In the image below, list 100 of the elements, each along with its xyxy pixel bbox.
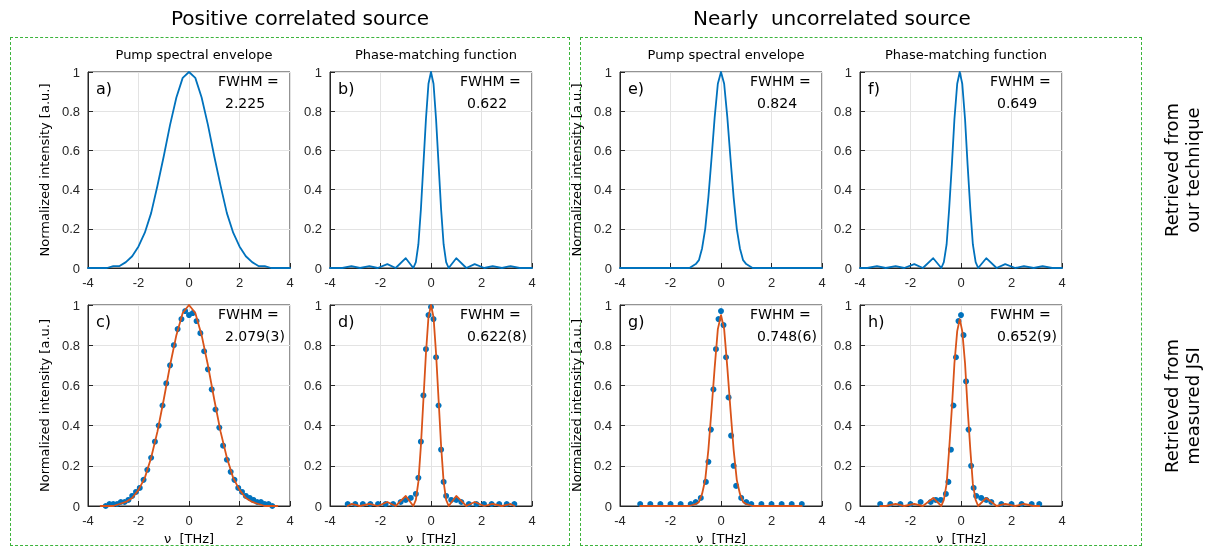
x-tick-label: -4 xyxy=(82,275,94,290)
y-tick-label: 0.6 xyxy=(61,377,80,393)
y-tick-label: 0.8 xyxy=(593,103,612,119)
y-tick-label: 0 xyxy=(844,498,852,514)
x-tick-label: 4 xyxy=(528,513,536,528)
annotation: 0.652(9) xyxy=(997,328,1057,344)
annotation: FWHM = xyxy=(990,306,1051,322)
annotation: FWHM = xyxy=(460,73,521,89)
y-tick-label: 0.8 xyxy=(833,337,852,353)
y-tick-label: 1 xyxy=(604,297,612,313)
text: Nearly uncorrelated source xyxy=(693,6,971,30)
y-tick-label: 0 xyxy=(314,498,322,514)
y-tick-label: 0 xyxy=(72,498,80,514)
x-tick-label: 0 xyxy=(427,513,435,528)
x-tick-label: -4 xyxy=(614,513,626,528)
x-axis-title: ν [THz] xyxy=(163,530,215,546)
annotation: b) xyxy=(338,78,355,98)
y-axis-title: Normalized intensity [a.u.] xyxy=(569,319,585,492)
x-tick-label: 2 xyxy=(235,275,244,290)
annotation: 0.748(6) xyxy=(757,328,817,344)
y-tick-label: 0.2 xyxy=(833,221,852,237)
x-tick-label: -2 xyxy=(132,275,145,290)
chart-title: Phase-matching function xyxy=(885,47,1047,62)
y-tick-label: 0.2 xyxy=(303,458,322,474)
y-tick-label: 0.2 xyxy=(833,458,852,474)
x-axis-title: ν [THz] xyxy=(405,530,457,546)
y-tick-label: 0.2 xyxy=(303,221,322,237)
y-tick-label: 0.4 xyxy=(61,182,80,198)
x-tick-label: -4 xyxy=(82,513,94,528)
x-tick-label: -2 xyxy=(132,513,145,528)
x-tick-label: 4 xyxy=(286,275,294,290)
y-tick-label: 0.4 xyxy=(593,418,612,434)
annotation: FWHM = xyxy=(750,73,811,89)
y-tick-label: 0.8 xyxy=(303,337,322,353)
x-tick-label: 0 xyxy=(717,275,725,290)
x-tick-label: -4 xyxy=(854,513,866,528)
y-tick-label: 0 xyxy=(72,260,80,276)
y-tick-label: 0.4 xyxy=(303,182,322,198)
y-tick-label: 0 xyxy=(604,498,612,514)
x-tick-label: 4 xyxy=(818,513,826,528)
annotation: 2.225 xyxy=(225,95,266,111)
annotation: FWHM = xyxy=(218,73,279,89)
y-tick-label: 0.6 xyxy=(833,377,852,393)
y-tick-label: 0 xyxy=(314,260,322,276)
annotation: e) xyxy=(628,78,645,98)
annotation: FWHM = xyxy=(218,306,279,322)
annotation: 2.079(3) xyxy=(225,328,285,344)
y-tick-label: 0.2 xyxy=(593,221,612,237)
x-tick-label: -2 xyxy=(904,513,917,528)
x-tick-label: 0 xyxy=(427,275,435,290)
annotation: f) xyxy=(868,78,880,98)
y-tick-label: 0.4 xyxy=(593,182,612,198)
y-tick-label: 1 xyxy=(844,64,852,80)
x-tick-label: -2 xyxy=(374,275,387,290)
y-tick-label: 0.6 xyxy=(593,142,612,158)
y-tick-label: 0.2 xyxy=(61,458,80,474)
y-axis-title: Normalized intensity [a.u.] xyxy=(37,319,53,492)
annotation: 0.622 xyxy=(467,95,508,111)
x-tick-label: -2 xyxy=(664,513,677,528)
y-tick-label: 0.8 xyxy=(833,103,852,119)
y-tick-label: 0.8 xyxy=(593,337,612,353)
x-axis-title: ν [THz] xyxy=(935,530,987,546)
y-tick-label: 1 xyxy=(72,297,80,313)
annotation: a) xyxy=(96,78,113,98)
chart-title: Pump spectral envelope xyxy=(647,47,805,62)
x-tick-label: -2 xyxy=(664,275,677,290)
x-tick-label: 0 xyxy=(957,513,965,528)
text: Retrieved from measured JSI xyxy=(1161,337,1203,475)
annotation: FWHM = xyxy=(460,306,521,322)
x-tick-label: 2 xyxy=(477,275,486,290)
y-tick-label: 0.4 xyxy=(833,418,852,434)
y-tick-label: 1 xyxy=(314,64,322,80)
x-tick-label: -4 xyxy=(614,275,626,290)
x-tick-label: 0 xyxy=(185,513,193,528)
annotation: 0.824 xyxy=(757,95,798,111)
y-tick-label: 0.2 xyxy=(593,458,612,474)
x-tick-label: -2 xyxy=(904,275,917,290)
x-tick-label: 4 xyxy=(528,275,536,290)
y-tick-label: 0.2 xyxy=(61,221,80,237)
text: Retrieved from our technique xyxy=(1161,101,1203,240)
y-tick-label: 1 xyxy=(314,297,322,313)
y-tick-label: 0.8 xyxy=(61,337,80,353)
annotation: c) xyxy=(96,311,112,331)
x-tick-label: -2 xyxy=(374,513,387,528)
y-axis-title: Normalized intensity [a.u.] xyxy=(37,83,53,257)
x-axis-title: ν [THz] xyxy=(695,530,747,546)
y-tick-label: 1 xyxy=(72,64,80,80)
x-tick-label: 4 xyxy=(286,513,294,528)
x-tick-label: 2 xyxy=(235,513,244,528)
annotation: d) xyxy=(338,311,355,331)
x-tick-label: -4 xyxy=(324,275,336,290)
y-axis-title: Normalized intensity [a.u.] xyxy=(569,83,585,257)
x-tick-label: 0 xyxy=(717,513,725,528)
x-tick-label: 4 xyxy=(818,275,826,290)
annotation: g) xyxy=(628,311,645,331)
y-tick-label: 0.8 xyxy=(303,103,322,119)
x-tick-label: 0 xyxy=(957,275,965,290)
y-tick-label: 0.8 xyxy=(61,103,80,119)
y-tick-label: 0.6 xyxy=(61,142,80,158)
annotation: FWHM = xyxy=(990,73,1051,89)
